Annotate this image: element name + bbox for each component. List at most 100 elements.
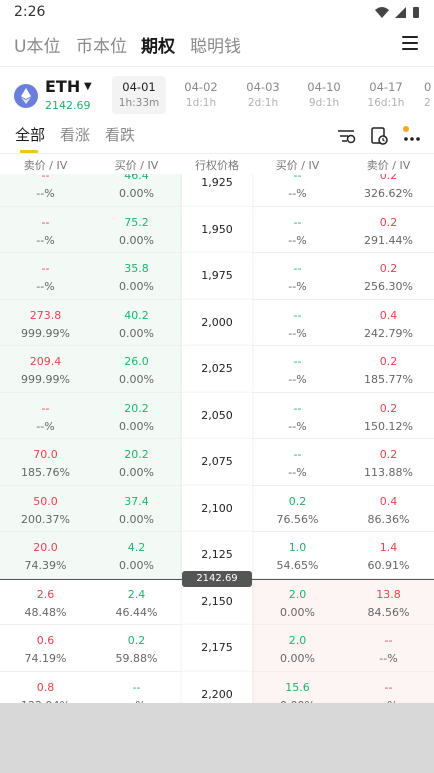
more-icon[interactable] [402, 126, 422, 146]
call-buy-cell[interactable]: 35.8 0.00% [91, 253, 182, 300]
iv-value: 0.00% [119, 280, 154, 293]
tab-options[interactable]: 期权 [141, 37, 175, 57]
call-buy-cell[interactable]: 26.0 0.00% [91, 346, 182, 393]
call-sell-cell[interactable]: 2.6 48.48% [0, 579, 91, 626]
asset-expiry-row: ETH ▼ 2142.69 04-01 1h:33m 04-02 1d:1h 0… [0, 72, 434, 120]
call-buy-cell[interactable]: 20.2 0.00% [91, 393, 182, 440]
put-sell-cell[interactable]: 0.2 291.44% [343, 207, 434, 254]
put-sell-cell[interactable]: 1.4 60.91% [343, 532, 434, 579]
put-buy-cell[interactable]: 15.6 0.00% [252, 672, 343, 704]
iv-value: 59.88% [115, 652, 158, 665]
call-buy-cell[interactable]: 4.2 0.00% [91, 532, 182, 579]
put-buy-cell[interactable]: -- --% [252, 393, 343, 440]
price-value: -- [293, 308, 302, 322]
call-sell-cell[interactable]: 0.8 122.94% [0, 672, 91, 704]
notification-dot [403, 126, 409, 132]
call-sell-cell[interactable]: 273.8 999.99% [0, 300, 91, 347]
put-sell-cell[interactable]: 0.2 150.12% [343, 393, 434, 440]
put-sell-cell[interactable]: 0.2 326.62% [343, 174, 434, 207]
put-buy-cell[interactable]: -- --% [252, 300, 343, 347]
call-buy-cell[interactable]: 20.2 0.00% [91, 439, 182, 486]
put-buy-cell[interactable]: -- --% [252, 253, 343, 300]
tab-smart-money[interactable]: 聪明钱 [190, 37, 241, 57]
asset-symbol[interactable]: ETH [45, 77, 81, 96]
expiry-next-partial[interactable]: 0 2 [424, 76, 434, 114]
call-buy-cell[interactable]: -- --% [91, 672, 182, 704]
call-sell-cell[interactable]: -- --% [0, 393, 91, 440]
put-sell-cell[interactable]: 0.4 86.36% [343, 486, 434, 533]
filter-puts[interactable]: 看跌 [105, 126, 136, 144]
put-buy-cell[interactable]: 1.0 54.65% [252, 532, 343, 579]
put-sell-cell[interactable]: 0.2 256.30% [343, 253, 434, 300]
put-sell-cell[interactable]: 0.2 185.77% [343, 346, 434, 393]
put-buy-cell[interactable]: 0.2 76.56% [252, 486, 343, 533]
table-row: 20.0 74.39% 4.2 0.00% 1.0 54.65% 1.4 60.91% 2,12… [0, 532, 434, 579]
call-sell-cell[interactable]: 209.4 999.99% [0, 346, 91, 393]
put-buy-cell[interactable]: 2.0 0.00% [252, 579, 343, 626]
filter-calls[interactable]: 看涨 [60, 126, 91, 144]
strike-price: 1,975 [182, 253, 252, 300]
put-buy-cell[interactable]: 2.0 0.00% [252, 625, 343, 672]
call-buy-cell[interactable]: 2.4 46.44% [91, 579, 182, 626]
call-buy-cell[interactable]: 46.4 0.00% [91, 174, 182, 207]
table-row: -- --% 75.2 0.00% -- --% 0.2 291.44% 1,950 [0, 206, 434, 254]
call-sell-cell[interactable]: -- --% [0, 207, 91, 254]
call-buy-cell[interactable]: 37.4 0.00% [91, 486, 182, 533]
iv-value: 48.48% [24, 605, 67, 619]
table-row: 209.4 999.99% 26.0 0.00% -- --% 0.2 185.77% 2,02… [0, 346, 434, 393]
filter-settings-icon[interactable] [336, 126, 356, 146]
expiry-countdown: 9d:1h [308, 97, 340, 109]
call-sell-cell[interactable]: -- --% [0, 174, 91, 207]
expiry-date: 04-10 [307, 80, 341, 94]
tab-u-margined[interactable]: U本位 [14, 37, 61, 57]
iv-value: 60.91% [367, 559, 410, 572]
call-sell-cell[interactable]: 20.0 74.39% [0, 532, 91, 579]
put-sell-cell[interactable]: -- --% [343, 625, 434, 672]
iv-value: 0.00% [119, 559, 154, 572]
call-buy-cell[interactable]: 40.2 0.00% [91, 300, 182, 347]
expiry-countdown: 2 [424, 97, 431, 109]
wifi-icon [375, 7, 389, 18]
chevron-down-icon[interactable]: ▼ [84, 81, 92, 92]
col-header-call-buy: 买价 / IV [114, 159, 159, 172]
iv-value: --% [288, 280, 307, 293]
put-buy-cell[interactable]: -- --% [252, 174, 343, 207]
expiry-0410[interactable]: 04-10 9d:1h [297, 76, 351, 114]
put-buy-cell[interactable]: -- --% [252, 439, 343, 486]
iv-value: --% [91, 699, 182, 704]
put-buy-cell[interactable]: -- --% [252, 346, 343, 393]
expiry-0402[interactable]: 04-02 1d:1h [174, 76, 228, 114]
iv-value: --% [36, 280, 55, 293]
expiry-0403[interactable]: 04-03 2d:1h [236, 76, 290, 114]
eth-logo-icon [14, 84, 38, 108]
menu-icon[interactable] [402, 36, 418, 50]
expiry-countdown: 16d:1h [367, 97, 405, 109]
price-value: -- [41, 262, 50, 275]
expiry-0401[interactable]: 04-01 1h:33m [112, 76, 166, 114]
price-value: 0.2 [379, 448, 398, 461]
price-value: 20.0 [33, 541, 58, 554]
call-buy-cell[interactable]: 0.2 59.88% [91, 625, 182, 672]
iv-value: --% [36, 419, 55, 433]
price-value: 0.8 [36, 680, 55, 694]
tab-coin-margined[interactable]: 币本位 [76, 37, 127, 57]
put-sell-cell[interactable]: 13.8 84.56% [343, 579, 434, 626]
price-value: -- [41, 174, 50, 182]
call-sell-cell[interactable]: 70.0 185.76% [0, 439, 91, 486]
document-clock-icon[interactable] [369, 126, 389, 146]
price-value: 75.2 [124, 215, 149, 229]
price-value: 0.2 [379, 355, 398, 368]
expiry-0417[interactable]: 04-17 16d:1h [359, 76, 413, 114]
put-sell-cell[interactable]: 0.2 113.88% [343, 439, 434, 486]
expiry-date: 04-02 [184, 80, 218, 94]
call-sell-cell[interactable]: -- --% [0, 253, 91, 300]
iv-value: 86.36% [367, 512, 410, 526]
filter-all[interactable]: 全部 [15, 126, 46, 144]
call-buy-cell[interactable]: 75.2 0.00% [91, 207, 182, 254]
call-sell-cell[interactable]: 0.6 74.19% [0, 625, 91, 672]
put-buy-cell[interactable]: -- --% [252, 207, 343, 254]
call-sell-cell[interactable]: 50.0 200.37% [0, 486, 91, 533]
price-value: 2.4 [127, 587, 146, 601]
put-sell-cell[interactable]: 0.4 242.79% [343, 300, 434, 347]
put-sell-cell[interactable]: -- --% [343, 672, 434, 704]
